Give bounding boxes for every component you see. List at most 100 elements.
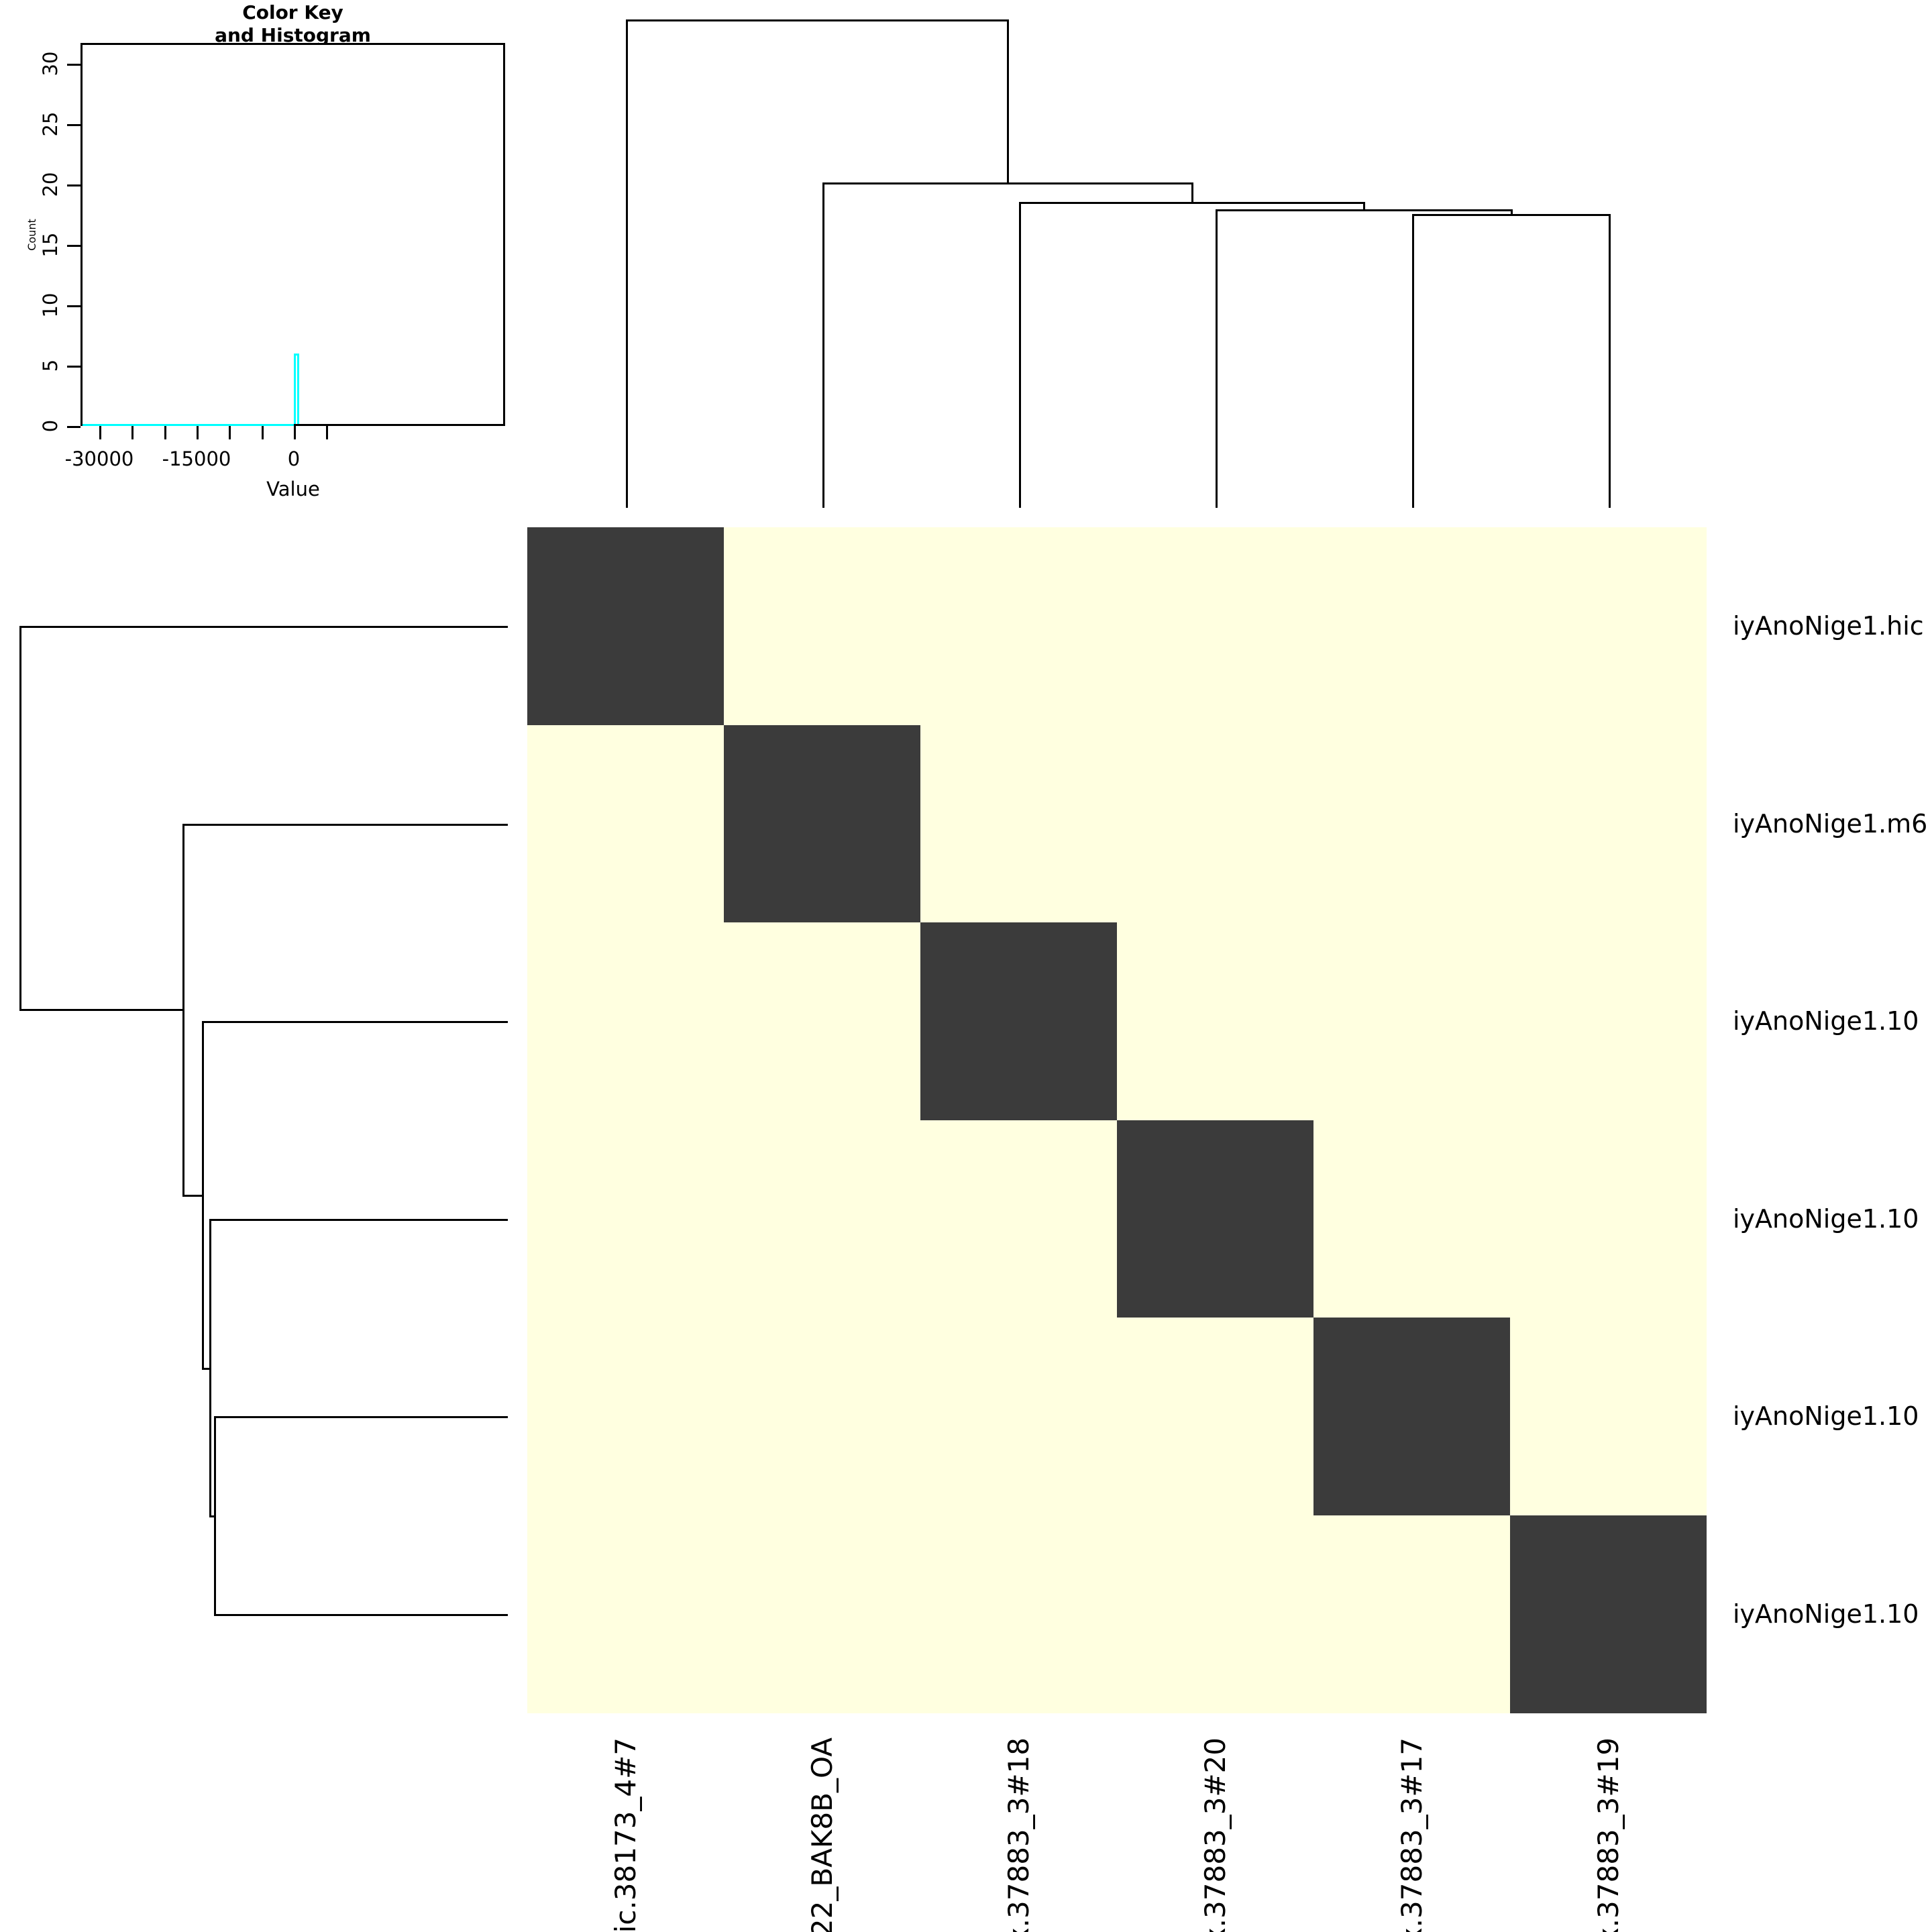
- y-tick-label: 30: [39, 51, 62, 76]
- row-dendrogram-segment: [182, 824, 508, 826]
- heatmap-row-label: iyAnoNige1.10: [1733, 1401, 1919, 1431]
- x-tick-label: -30000: [64, 447, 134, 470]
- color-key-title-line2: and Histogram: [215, 24, 371, 46]
- column-dendrogram-segment: [1216, 209, 1218, 508]
- heatmap-cell: [1117, 1515, 1313, 1713]
- row-dendrogram-segment: [209, 1219, 508, 1221]
- row-dendrogram-segment: [214, 1416, 508, 1418]
- histogram-baseline: [83, 424, 294, 426]
- y-tick-label: 20: [39, 172, 62, 197]
- heatmap-cell: [1117, 725, 1313, 923]
- heatmap-cell: [1510, 1120, 1707, 1318]
- row-dendrogram-segment: [202, 1021, 508, 1023]
- row-dendrogram-segment: [202, 1368, 209, 1370]
- column-dendrogram-segment: [1216, 209, 1511, 211]
- column-dendrogram-segment: [822, 182, 1191, 184]
- column-dendrogram-segment: [1412, 214, 1609, 216]
- x-axis-tick: [326, 426, 328, 439]
- y-axis-tick: [67, 184, 80, 186]
- y-tick-label: 0: [39, 419, 62, 433]
- y-tick-label: 25: [39, 111, 62, 137]
- column-dendrogram-segment: [626, 19, 628, 508]
- heatmap-cell: [920, 922, 1117, 1120]
- y-tick-label: 5: [39, 359, 62, 372]
- y-tick-label: 15: [39, 232, 62, 258]
- heatmap-column-label: x.37883_3#17: [1395, 1737, 1428, 1932]
- heatmap-cell: [1313, 1120, 1510, 1318]
- row-dendrogram-segment: [202, 1021, 204, 1368]
- row-dendrogram-segment: [209, 1515, 214, 1517]
- heatmap-cell: [1313, 527, 1510, 725]
- histogram-spike-cap: [294, 354, 297, 356]
- heatmap-cell: [920, 1318, 1117, 1515]
- heatmap-row-label: iyAnoNige1.hic: [1733, 611, 1924, 641]
- heatmap-row-label: iyAnoNige1.10: [1733, 1006, 1919, 1036]
- column-dendrogram-segment: [1609, 214, 1611, 508]
- column-dendrogram-segment: [1019, 202, 1363, 204]
- row-dendrogram-segment: [214, 1614, 508, 1616]
- y-axis-tick: [67, 64, 80, 66]
- heatmap-cell: [1313, 1318, 1510, 1515]
- heatmap-column-label: 022_BAK8B_OA: [806, 1737, 839, 1932]
- color-key-title: Color Key and Histogram: [80, 1, 505, 47]
- y-axis-tick: [67, 305, 80, 307]
- x-tick-label: -15000: [162, 447, 231, 470]
- heatmap-cell: [1510, 527, 1707, 725]
- column-dendrogram-segment: [1412, 214, 1414, 508]
- color-key-title-line1: Color Key: [242, 1, 343, 23]
- heatmap-cell: [724, 527, 920, 725]
- heatmap-cell: [527, 1120, 724, 1318]
- column-dendrogram-segment: [1007, 19, 1009, 182]
- heatmap-cell: [1313, 922, 1510, 1120]
- y-axis-tick: [67, 366, 80, 368]
- heatmap-cell: [1510, 725, 1707, 923]
- heatmap-column-label: x.37883_3#18: [1002, 1737, 1035, 1932]
- heatmap-cell: [1117, 922, 1313, 1120]
- heatmap-column-label: x.37883_3#20: [1199, 1737, 1232, 1932]
- x-axis-tick: [262, 426, 264, 439]
- y-tick-label: 10: [39, 292, 62, 318]
- heatmap-cell: [724, 725, 920, 923]
- column-dendrogram-segment: [1019, 202, 1021, 508]
- y-axis-tick: [67, 426, 80, 428]
- x-axis-tick: [294, 426, 296, 439]
- column-dendrogram-segment: [626, 19, 1007, 21]
- row-dendrogram-segment: [19, 626, 21, 1009]
- heatmap-cell: [527, 725, 724, 923]
- row-dendrogram-segment: [182, 824, 184, 1195]
- histogram-spike-up: [294, 354, 296, 424]
- histogram-spike-down: [297, 354, 299, 424]
- heatmap-column-label: x.37883_3#19: [1592, 1737, 1625, 1932]
- color-key-plot-box: [80, 43, 505, 426]
- heatmap-row-label: iyAnoNige1.m6: [1733, 809, 1928, 839]
- heatmap-cell: [724, 1515, 920, 1713]
- x-axis-tick: [131, 426, 133, 439]
- row-dendrogram-segment: [19, 626, 508, 628]
- heatmap-cell: [1117, 1318, 1313, 1515]
- row-dendrogram-segment: [209, 1219, 211, 1515]
- heatmap-cell: [724, 922, 920, 1120]
- heatmap-cell: [527, 1318, 724, 1515]
- heatmap-cell: [527, 922, 724, 1120]
- heatmap-cell: [1510, 1318, 1707, 1515]
- row-dendrogram-segment: [19, 1009, 182, 1011]
- heatmap-cell: [920, 527, 1117, 725]
- heatmap-cell: [527, 1515, 724, 1713]
- x-axis-tick: [164, 426, 166, 439]
- color-key-xlabel: Value: [266, 478, 320, 500]
- y-axis-tick: [67, 245, 80, 247]
- x-axis-tick: [229, 426, 231, 439]
- y-axis-tick: [67, 124, 80, 126]
- column-dendrogram-segment: [1363, 202, 1365, 209]
- row-dendrogram-segment: [214, 1416, 216, 1614]
- heatmap-cell: [920, 1120, 1117, 1318]
- column-dendrogram-segment: [1191, 182, 1193, 202]
- heatmap-cell: [1510, 1515, 1707, 1713]
- heatmap-row-label: iyAnoNige1.10: [1733, 1599, 1919, 1629]
- heatmap-cell: [1510, 922, 1707, 1120]
- row-dendrogram-segment: [182, 1195, 202, 1197]
- heatmap-cell: [920, 1515, 1117, 1713]
- color-key-ylabel: Count: [25, 219, 38, 251]
- x-axis-tick: [197, 426, 199, 439]
